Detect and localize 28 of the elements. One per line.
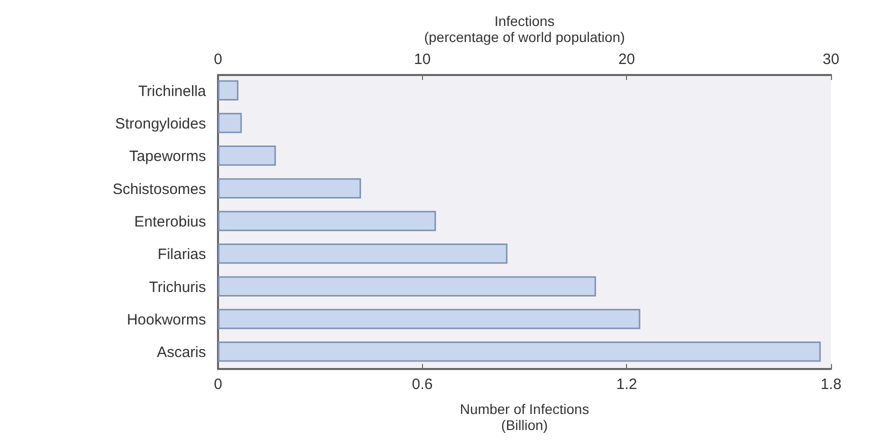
y-tick-label: Strongyloides: [115, 116, 206, 132]
x-tick-label: 0: [214, 376, 222, 393]
y-tick-label: Trichuris: [149, 278, 206, 296]
bar: [218, 146, 276, 166]
x2-tick-label: 30: [822, 51, 840, 68]
bar: [218, 210, 436, 232]
y-tick-label: Schistosomes: [112, 180, 206, 198]
x-axis-title: Number of Infections (Billion): [460, 401, 590, 433]
y-tick-label: Enterobius: [134, 214, 206, 230]
bar: [218, 308, 640, 330]
y-tick-label: Tapeworms: [129, 148, 206, 166]
bar: [218, 244, 508, 264]
y-tick-label: Trichinella: [138, 82, 207, 100]
x2-tick-label: 0: [214, 51, 222, 68]
bar: [218, 276, 596, 296]
bar: [218, 342, 821, 362]
bar: [218, 112, 242, 134]
y-tick-label: Hookworms: [126, 312, 206, 328]
x-tick-label: 0.6: [412, 376, 433, 393]
x2-axis-title: Infections (percentage of world population): [424, 13, 625, 45]
x2-tick-label: 10: [414, 51, 431, 68]
y-tick-label: Filarias: [158, 246, 206, 264]
bar: [218, 80, 238, 100]
x-tick-label: 1.8: [820, 376, 842, 393]
y-tick-label: Ascaris: [156, 344, 206, 362]
x2-tick-label: 20: [618, 51, 636, 68]
bar: [218, 178, 362, 198]
x-tick-label: 1.2: [616, 376, 638, 393]
